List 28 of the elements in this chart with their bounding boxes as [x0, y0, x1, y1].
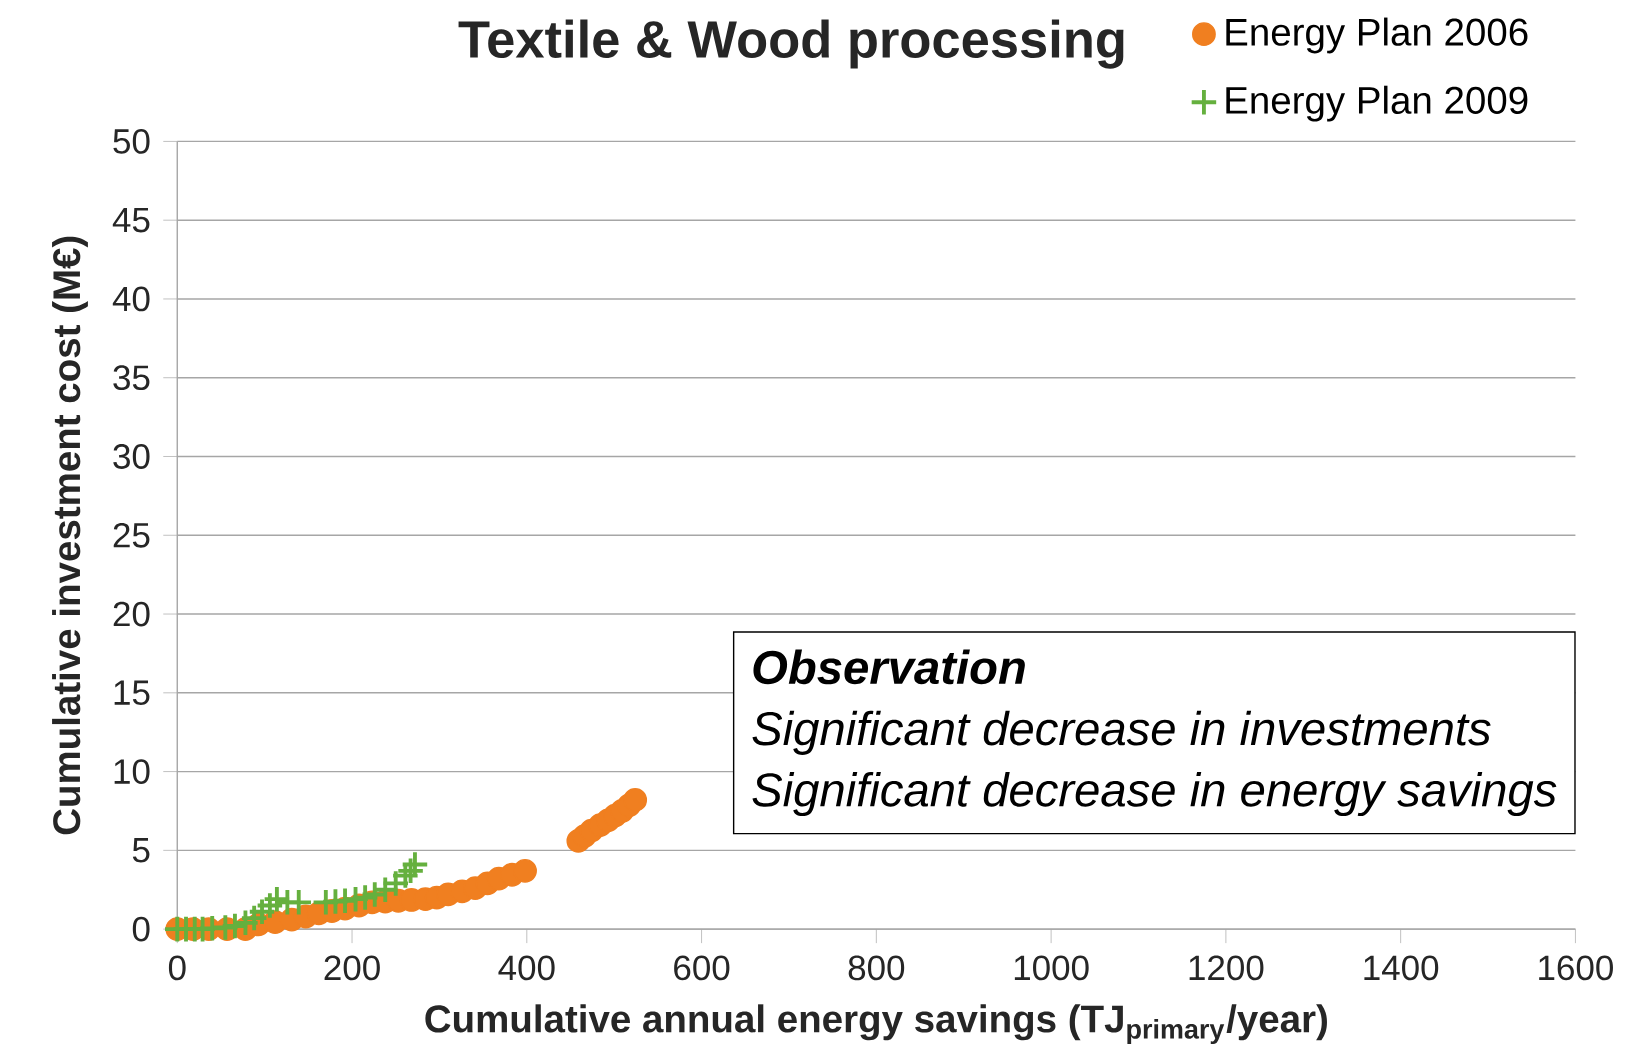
x-tick-label: 1000: [1014, 955, 1089, 981]
x-tick-label: 1600: [1539, 955, 1613, 981]
y-tick-label: 0: [132, 916, 150, 942]
y-tick-label: 25: [113, 523, 150, 548]
annotation: Significant decrease in investments: [752, 711, 1491, 756]
x-axis-title: Cumulative annual energy savings (TJ$_{primary}$/year): [425, 1004, 1327, 1045]
annotation: Significant decrease in energy savings: [752, 772, 1557, 817]
y-tick-label: 15: [114, 680, 150, 706]
y-tick-label: 10: [114, 759, 150, 785]
annotation: Observation: [753, 649, 1025, 685]
x-tick-label: 800: [848, 955, 905, 981]
y-tick-label: 50: [113, 129, 150, 155]
y-tick-label: 5: [132, 838, 150, 863]
y-tick-label: 35: [113, 365, 150, 391]
y-tick-label: 20: [113, 601, 150, 627]
legend-label: Energy Plan 2009: [1226, 85, 1528, 122]
x-tick-label: 400: [498, 955, 555, 981]
x-tick-label: 1200: [1189, 955, 1264, 981]
y-tick-label: 40: [112, 286, 150, 312]
legend-label: Energy Plan 2006: [1226, 17, 1528, 54]
y-tick-label: 30: [113, 444, 150, 470]
y-axis-title: Cumulative investment cost (M€): [52, 236, 88, 835]
x-tick-label: 0: [168, 955, 186, 981]
x-tick-label: 1400: [1364, 955, 1439, 981]
x-tick-label: 600: [674, 955, 730, 981]
x-tick-label: 200: [324, 955, 380, 981]
chart-title: Textile & Wood processing: [458, 19, 1124, 69]
y-tick-label: 45: [112, 208, 150, 233]
